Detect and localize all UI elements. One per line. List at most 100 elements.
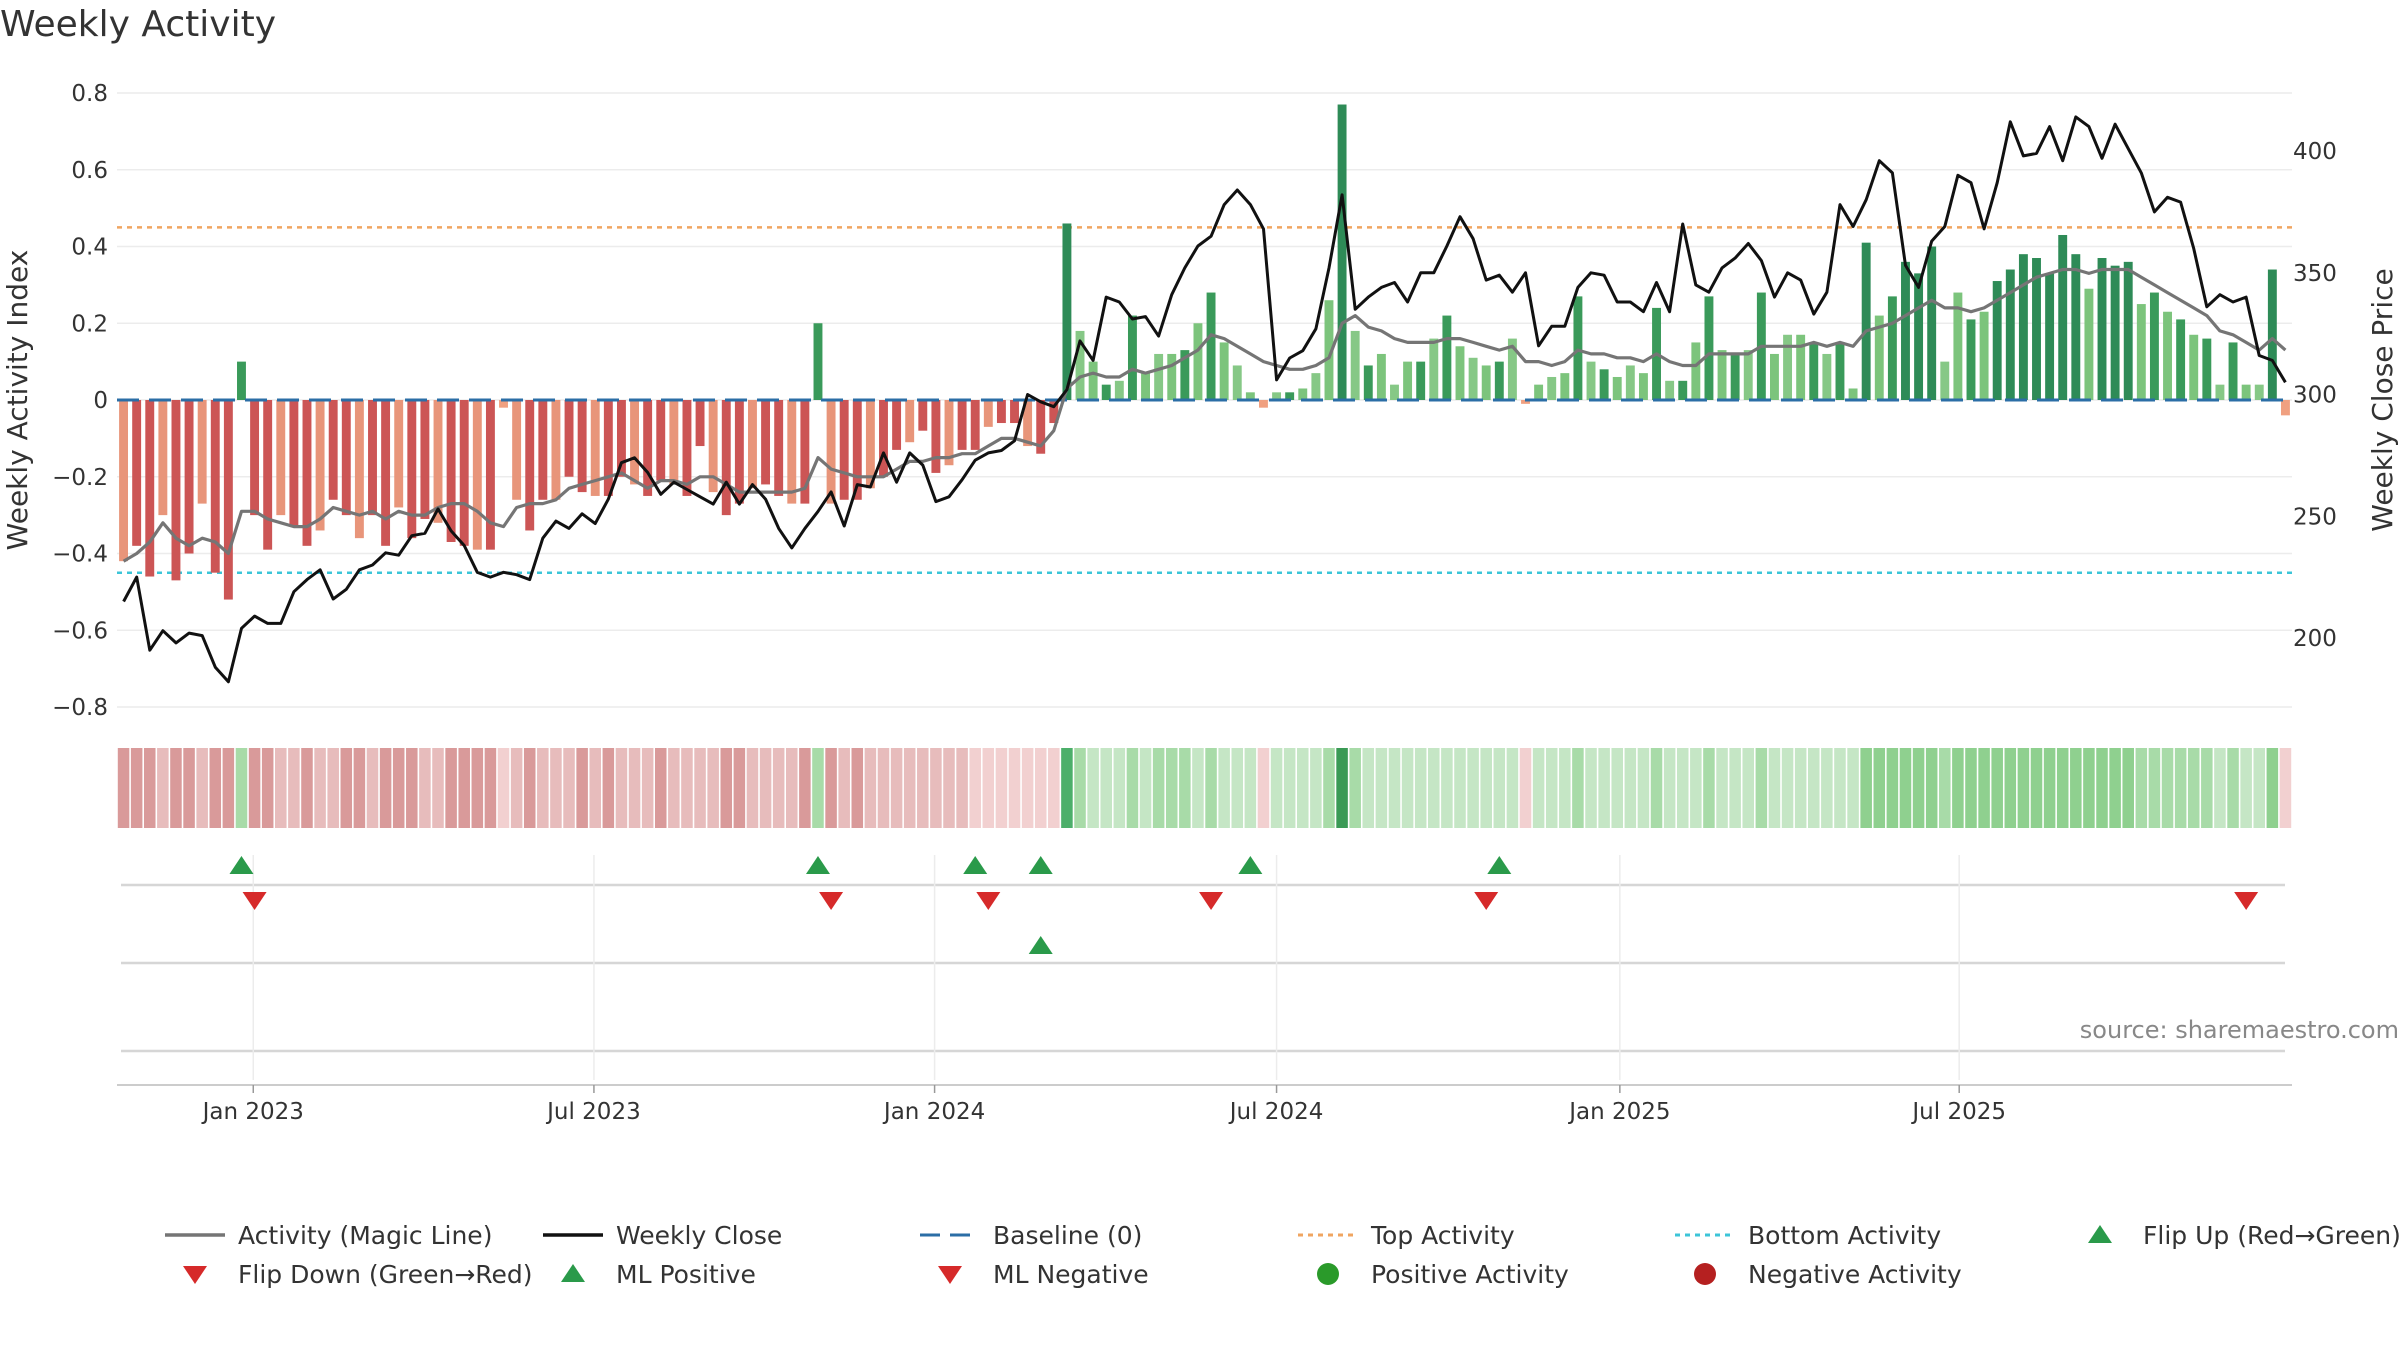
- strip-cell: [1231, 748, 1244, 828]
- activity-bar: [250, 400, 260, 516]
- legend-label: Weekly Close: [616, 1221, 782, 1250]
- strip-cell: [117, 748, 130, 828]
- activity-bar: [1599, 369, 1609, 400]
- activity-bar: [1245, 392, 1255, 400]
- activity-bar: [1481, 365, 1491, 400]
- activity-bar: [1259, 400, 1268, 408]
- activity-bar: [1560, 373, 1570, 400]
- strip-cell: [340, 748, 353, 828]
- legend-item: Flip Up (Red→Green): [2088, 1221, 2400, 1250]
- activity-bar: [2005, 269, 2015, 400]
- activity-bar: [459, 400, 469, 546]
- strip-cell: [1467, 748, 1479, 828]
- legend-label: Positive Activity: [1371, 1260, 1569, 1289]
- activity-bar: [695, 400, 705, 447]
- strip-cell: [2030, 748, 2043, 828]
- activity-bar: [564, 400, 574, 477]
- strip-cell: [982, 748, 995, 828]
- strip-cell: [903, 748, 916, 828]
- strip-cell: [1414, 748, 1427, 828]
- magic-line: [122, 267, 2287, 563]
- activity-bar: [2228, 342, 2238, 400]
- strip-cell: [1297, 748, 1309, 828]
- strip-cell: [458, 748, 470, 828]
- strip-cell: [694, 748, 706, 828]
- strip-cell: [1454, 748, 1466, 828]
- strip-cell: [183, 748, 195, 828]
- strip-cell: [196, 748, 208, 828]
- activity-bar: [1311, 373, 1321, 400]
- strip-cell: [851, 748, 864, 828]
- strip-cell: [1401, 748, 1414, 828]
- strip-cell: [1807, 748, 1820, 828]
- activity-bar: [1036, 400, 1046, 454]
- strip-cell: [1637, 748, 1650, 828]
- activity-bar: [1848, 388, 1858, 400]
- strip-cell: [261, 748, 274, 828]
- strip-cell: [1428, 748, 1440, 828]
- legend-item: ML Positive: [561, 1260, 756, 1289]
- strip-cell: [1821, 748, 1833, 828]
- strip-cell: [1847, 748, 1859, 828]
- activity-bar: [748, 400, 757, 489]
- activity-bar: [499, 400, 508, 408]
- strip-cell: [2109, 748, 2121, 828]
- strip-cell: [1886, 748, 1899, 828]
- strip-cell: [1244, 748, 1257, 828]
- activity-bar: [1062, 223, 1072, 400]
- strip-cell: [2266, 748, 2279, 828]
- activity-bar: [381, 400, 391, 546]
- y2-tick-label: 350: [2293, 261, 2337, 287]
- strip-cell: [2004, 748, 2017, 828]
- strip-cell: [759, 748, 772, 828]
- strip-cell: [537, 748, 549, 828]
- activity-bar: [1507, 338, 1517, 400]
- strip-cell: [1310, 748, 1322, 828]
- strip-cell: [275, 748, 287, 828]
- activity-bar: [341, 400, 351, 516]
- activity-bar: [1586, 361, 1596, 400]
- strip-cell: [471, 748, 484, 828]
- strip-cell: [930, 748, 942, 828]
- activity-bar: [485, 400, 495, 550]
- activity-bar: [1691, 342, 1701, 400]
- activity-bar: [1665, 380, 1675, 400]
- activity-bar: [630, 400, 639, 485]
- strip-cell: [1860, 748, 1872, 828]
- legend-item: Baseline (0): [920, 1221, 1142, 1250]
- strip-cell: [707, 748, 719, 828]
- activity-bar: [1547, 376, 1557, 400]
- strip-cell: [2122, 748, 2134, 828]
- activity-bar: [931, 400, 941, 473]
- strip-cell: [248, 748, 261, 828]
- strip-cell: [615, 748, 628, 828]
- activity-bar: [1298, 388, 1308, 400]
- activity-bar: [957, 400, 967, 450]
- y-tick-label: −0.4: [52, 542, 108, 568]
- activity-bar: [839, 400, 849, 500]
- activity-bar: [1861, 242, 1871, 400]
- activity-bar: [1521, 400, 1530, 404]
- strip-cell: [1139, 748, 1152, 828]
- activity-bar: [1193, 323, 1203, 400]
- activity-bar: [210, 400, 220, 573]
- strip-cell: [1061, 748, 1073, 828]
- strip-cell: [1781, 748, 1794, 828]
- legend-item: Negative Activity: [1694, 1260, 1962, 1289]
- activity-bar: [1573, 296, 1583, 400]
- strip-cell: [2214, 748, 2226, 828]
- activity-bar: [577, 400, 587, 493]
- activity-bar: [865, 400, 875, 489]
- activity-bar: [119, 400, 129, 562]
- activity-bar: [512, 400, 522, 500]
- strip-cell: [2187, 748, 2200, 828]
- activity-bar: [1638, 373, 1648, 400]
- activity-bar: [1154, 353, 1164, 400]
- strip-cell: [720, 748, 733, 828]
- activity-bar: [184, 400, 194, 554]
- activity-bar: [1940, 361, 1950, 400]
- activity-bar: [1874, 315, 1884, 400]
- legend-item: Top Activity: [1298, 1221, 1515, 1250]
- strip-cell: [392, 748, 405, 828]
- strip-cell: [157, 748, 169, 828]
